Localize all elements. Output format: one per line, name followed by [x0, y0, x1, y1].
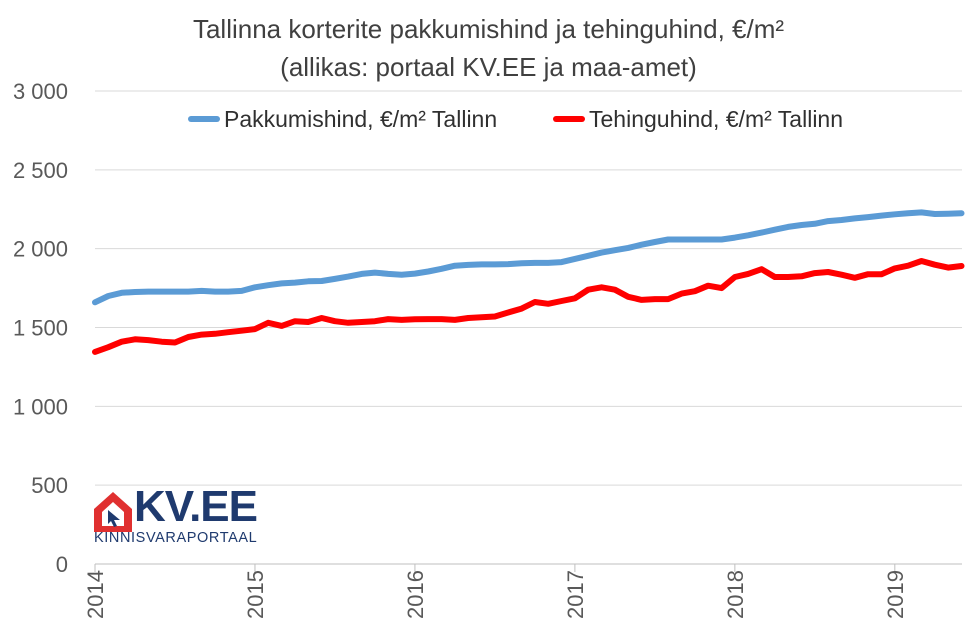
legend-swatch-tehinguhind: [553, 116, 585, 122]
x-tick-label: 2015: [243, 570, 268, 619]
series-lines: [92, 209, 965, 355]
x-tick-label: 2019: [883, 570, 908, 619]
logo-wordmark: KV.EE: [134, 482, 258, 531]
y-axis-tick-labels: 0 500 1 000 1 500 2 000 2 500 3 000: [13, 79, 68, 577]
gridlines: [94, 90, 962, 572]
y-tick-label: 3 000: [13, 79, 68, 104]
x-tick-label: 2018: [723, 570, 748, 619]
house-icon: [94, 492, 132, 532]
legend-item-pakkumishind: Pakkumishind, €/m² Tallinn: [188, 104, 497, 134]
legend-swatch-pakkumishind: [188, 116, 220, 122]
y-tick-label: 500: [31, 473, 68, 498]
x-tick-label: 2014: [83, 570, 108, 619]
logo-tagline: KINNISVARAPORTAAL: [94, 530, 258, 546]
legend-item-tehinguhind: Tehinguhind, €/m² Tallinn: [553, 104, 843, 134]
y-tick-label: 2 500: [13, 158, 68, 183]
y-tick-label: 1 000: [13, 394, 68, 419]
legend-label-tehinguhind: Tehinguhind, €/m² Tallinn: [589, 105, 844, 132]
y-tick-label: 2 000: [13, 237, 68, 262]
x-tick-label: 2016: [403, 570, 428, 619]
y-tick-label: 0: [56, 552, 68, 577]
series-line-0: [92, 209, 965, 306]
series-line-1: [92, 258, 965, 355]
chart-title: Tallinna korterite pakkumishind ja tehin…: [192, 14, 785, 44]
chart-subtitle: (allikas: portaal KV.EE ja maa-amet): [280, 52, 697, 82]
x-tick-label: 2017: [563, 570, 588, 619]
legend-label-pakkumishind: Pakkumishind, €/m² Tallinn: [224, 105, 498, 132]
y-tick-label: 1 500: [13, 316, 68, 341]
x-axis-tick-labels: 2014 2015 2016 2017 2018 2019: [83, 570, 908, 619]
